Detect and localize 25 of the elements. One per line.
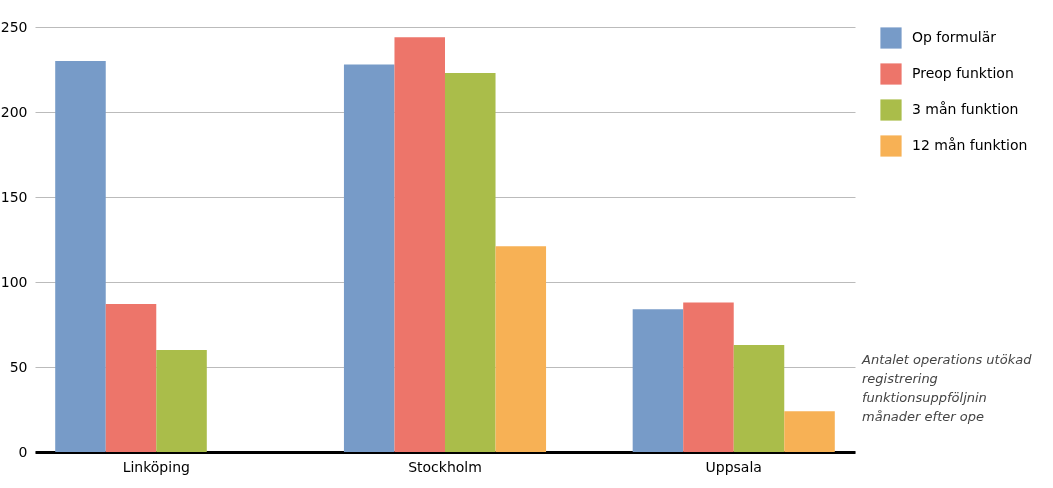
- bar: [105, 304, 157, 452]
- x-tick-label: Uppsala: [705, 458, 762, 475]
- bar: [733, 344, 785, 452]
- y-tick-label: 50: [9, 358, 28, 375]
- legend-label: 3 mån funktion: [912, 101, 1019, 117]
- legend-label: Preop funktion: [912, 65, 1014, 81]
- bar: [156, 350, 207, 452]
- y-tick-label: 0: [18, 443, 28, 460]
- bar: [445, 72, 496, 452]
- bar: [55, 61, 106, 452]
- bar: [495, 246, 547, 452]
- x-tick-label: Stockholm: [408, 458, 482, 475]
- y-tick-label: 200: [0, 103, 28, 120]
- y-tick-label: 100: [0, 273, 28, 290]
- bar: [683, 302, 734, 452]
- y-tick-label: 150: [0, 188, 28, 205]
- bar: [632, 309, 684, 452]
- y-tick-label: 250: [0, 18, 28, 35]
- bar: [394, 37, 445, 452]
- legend-label: Op formulär: [912, 29, 997, 45]
- legend-label: 12 mån funktion: [912, 137, 1028, 153]
- x-tick-label: Linköping: [122, 458, 190, 475]
- text: Antalet operations utökad registrering funktionsuppföljnin månader efter ope: [862, 351, 1033, 426]
- bar: [784, 411, 835, 452]
- bar: [343, 64, 395, 452]
